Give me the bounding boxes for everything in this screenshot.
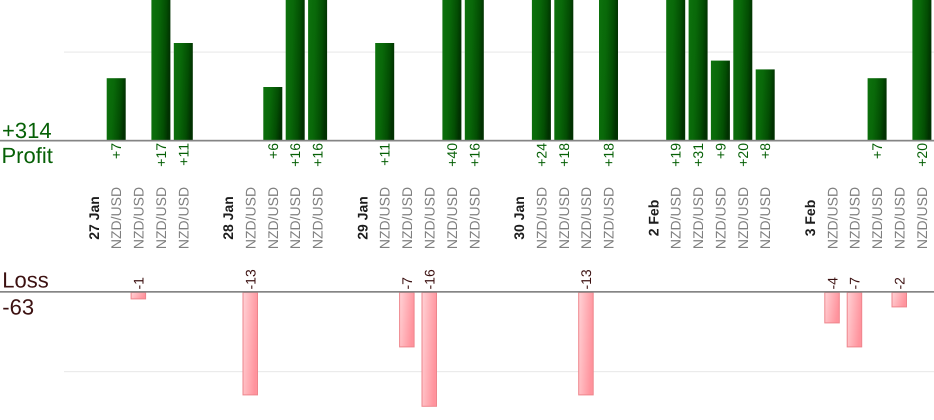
svg-text:NZD/USD: NZD/USD [175,187,191,249]
svg-text:+18: +18 [556,143,572,167]
svg-text:29 Jan: 29 Jan [354,196,370,240]
svg-text:+24: +24 [533,143,549,167]
svg-text:Loss: Loss [2,267,48,292]
svg-text:NZD/USD: NZD/USD [578,187,594,249]
svg-text:-7: -7 [399,277,415,290]
svg-text:NZD/USD: NZD/USD [690,187,706,249]
svg-text:-13: -13 [243,269,259,289]
svg-text:-13: -13 [578,269,594,289]
svg-text:-7: -7 [847,277,863,290]
svg-text:+11: +11 [175,143,191,166]
svg-text:NZD/USD: NZD/USD [556,187,572,249]
svg-text:NZD/USD: NZD/USD [377,187,393,249]
svg-text:-4: -4 [824,277,840,290]
svg-text:+20: +20 [735,143,751,167]
svg-text:+31: +31 [690,143,706,167]
svg-text:NZD/USD: NZD/USD [533,187,549,249]
svg-text:NZD/USD: NZD/USD [668,187,684,249]
svg-text:+20: +20 [914,143,930,167]
svg-text:NZD/USD: NZD/USD [287,187,303,249]
svg-text:+11: +11 [377,143,393,166]
svg-text:NZD/USD: NZD/USD [869,187,885,249]
svg-text:NZD/USD: NZD/USD [892,187,908,249]
svg-text:+7: +7 [869,143,885,159]
svg-text:+6: +6 [265,143,281,159]
svg-text:NZD/USD: NZD/USD [824,187,840,249]
svg-text:NZD/USD: NZD/USD [914,187,930,249]
svg-text:NZD/USD: NZD/USD [422,187,438,249]
svg-text:NZD/USD: NZD/USD [399,187,415,249]
svg-text:-63: -63 [2,294,34,319]
svg-text:Profit: Profit [2,143,53,168]
svg-text:NZD/USD: NZD/USD [108,187,124,249]
svg-text:-1: -1 [131,277,147,290]
svg-text:NZD/USD: NZD/USD [466,187,482,249]
svg-text:+17: +17 [153,143,169,167]
svg-text:NZD/USD: NZD/USD [757,187,773,249]
svg-text:+8: +8 [757,143,773,159]
svg-text:+9: +9 [712,143,728,159]
svg-text:NZD/USD: NZD/USD [265,187,281,249]
svg-text:NZD/USD: NZD/USD [847,187,863,249]
svg-text:3 Feb: 3 Feb [802,200,818,237]
svg-text:NZD/USD: NZD/USD [735,187,751,249]
svg-text:27 Jan: 27 Jan [86,196,102,240]
svg-text:+40: +40 [444,143,460,167]
svg-text:-2: -2 [892,277,908,290]
svg-text:NZD/USD: NZD/USD [444,187,460,249]
svg-text:+19: +19 [668,143,684,167]
svg-text:+314: +314 [2,118,52,143]
svg-text:NZD/USD: NZD/USD [712,187,728,249]
svg-text:+16: +16 [287,143,303,167]
svg-text:NZD/USD: NZD/USD [153,187,169,249]
svg-text:NZD/USD: NZD/USD [131,187,147,249]
svg-text:NZD/USD: NZD/USD [310,187,326,249]
svg-text:+16: +16 [466,143,482,167]
svg-text:28 Jan: 28 Jan [220,196,236,240]
svg-text:NZD/USD: NZD/USD [243,187,259,249]
svg-text:+7: +7 [108,143,124,159]
svg-text:NZD/USD: NZD/USD [601,187,617,249]
svg-text:+16: +16 [310,143,326,167]
svg-text:+18: +18 [601,143,617,167]
svg-text:-16: -16 [422,269,438,289]
svg-text:30 Jan: 30 Jan [511,196,527,240]
svg-text:2 Feb: 2 Feb [645,200,661,237]
